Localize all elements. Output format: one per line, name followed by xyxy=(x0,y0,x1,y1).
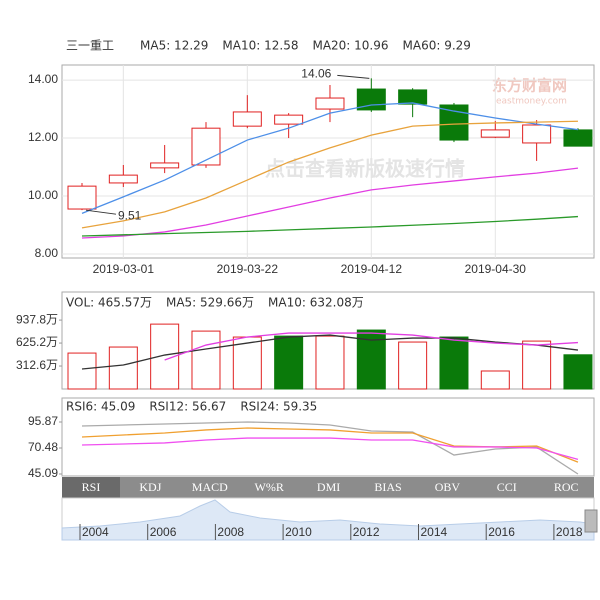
volume-bar xyxy=(439,336,469,390)
watermark: 点击查看新版极速行情 xyxy=(265,157,465,181)
y-tick-label: 12.00 xyxy=(28,130,58,144)
y-tick-label: 8.00 xyxy=(35,246,59,260)
candle-body xyxy=(315,97,345,110)
candle-body xyxy=(108,174,138,184)
y-tick-label: 937.8万 xyxy=(16,312,58,326)
y-tick-label: 95.87 xyxy=(28,414,58,428)
legend-entry: MA10: 12.58 xyxy=(222,39,298,53)
annotation-arrow xyxy=(85,209,117,215)
navigator-label: 2008 xyxy=(217,525,244,539)
ma-line xyxy=(81,437,579,461)
y-tick-label: 14.00 xyxy=(28,72,58,86)
volume-bar xyxy=(522,340,552,390)
tab[interactable]: CCI xyxy=(497,480,517,494)
tab[interactable]: KDJ xyxy=(139,480,161,494)
candle-body xyxy=(150,162,180,169)
ma-line xyxy=(81,427,579,463)
x-tick-label: 2019-03-22 xyxy=(217,262,279,276)
volume-bar xyxy=(274,335,304,390)
volume-bar xyxy=(108,346,138,390)
annotation: 9.51 xyxy=(118,208,142,222)
ma-line xyxy=(81,102,579,214)
navigator-label: 2010 xyxy=(285,525,312,539)
y-tick-label: 625.2万 xyxy=(16,335,58,349)
candle-body xyxy=(398,89,428,105)
y-tick-label: 70.48 xyxy=(28,440,58,454)
legend-entry: RSI24: 59.35 xyxy=(240,400,317,414)
tab-active xyxy=(62,477,120,498)
volume-bar xyxy=(563,354,593,390)
navigator-label: 2004 xyxy=(82,525,109,539)
candle-body xyxy=(191,127,221,166)
legend-entry: MA60: 9.29 xyxy=(403,39,471,53)
tab[interactable]: BIAS xyxy=(374,480,401,494)
candle-body xyxy=(563,129,593,147)
ma-line xyxy=(81,215,579,237)
navigator-label: 2006 xyxy=(150,525,177,539)
ma-line xyxy=(81,167,579,239)
tab[interactable]: ROC xyxy=(554,480,579,494)
y-tick-label: 45.09 xyxy=(28,466,58,480)
navigator-label: 2014 xyxy=(421,525,448,539)
candle-body xyxy=(67,185,97,210)
logo-site: eastmoney.com xyxy=(496,97,567,107)
tab[interactable]: DMI xyxy=(317,480,340,494)
volume-bar xyxy=(480,370,510,390)
navigator-label: 2018 xyxy=(556,525,583,539)
volume-bar xyxy=(232,336,262,390)
logo: 东方财富网 xyxy=(492,77,567,95)
ma-line xyxy=(81,421,579,475)
volume-bar xyxy=(398,341,428,390)
legend-entry: MA20: 10.96 xyxy=(312,39,388,53)
tab[interactable]: MACD xyxy=(192,480,228,494)
legend-entry: MA5: 529.66万 xyxy=(166,296,254,310)
rsi-panel xyxy=(61,397,595,477)
navigator-handle[interactable] xyxy=(584,509,598,533)
legend-entry: RSI12: 56.67 xyxy=(149,400,226,414)
navigator-label: 2012 xyxy=(353,525,380,539)
tab-bar xyxy=(62,477,594,498)
ma-line xyxy=(81,120,578,229)
y-tick-label: 10.00 xyxy=(28,188,58,202)
legend-entry: RSI6: 45.09 xyxy=(66,400,135,414)
legend-entry: VOL: 465.57万 xyxy=(66,296,152,310)
x-tick-label: 2019-04-12 xyxy=(341,262,403,276)
x-tick-label: 2019-04-30 xyxy=(465,262,527,276)
volume-bar xyxy=(315,335,345,390)
x-tick-label: 2019-03-01 xyxy=(93,262,155,276)
tab[interactable]: OBV xyxy=(435,480,461,494)
volume-bar xyxy=(67,352,97,390)
ma-line xyxy=(81,334,579,370)
tab[interactable]: RSI xyxy=(82,480,101,494)
stock-name: 三一重工 xyxy=(66,39,114,53)
legend-entry: MA5: 12.29 xyxy=(140,39,208,53)
candle-body xyxy=(480,129,510,138)
annotation-arrow xyxy=(337,74,370,79)
candle-body xyxy=(439,104,469,141)
candle-body xyxy=(522,124,552,144)
navigator-label: 2016 xyxy=(488,525,515,539)
ma-line xyxy=(164,332,578,361)
tab[interactable]: W%R xyxy=(255,480,284,494)
candle-body xyxy=(274,114,304,125)
candle-body xyxy=(232,111,262,127)
navigator-area xyxy=(61,499,595,541)
annotation: 14.06 xyxy=(301,67,331,81)
legend-entry: MA10: 632.08万 xyxy=(268,296,364,310)
volume-bar xyxy=(191,330,221,390)
y-tick-label: 312.6万 xyxy=(16,358,58,372)
price-panel xyxy=(61,64,595,259)
